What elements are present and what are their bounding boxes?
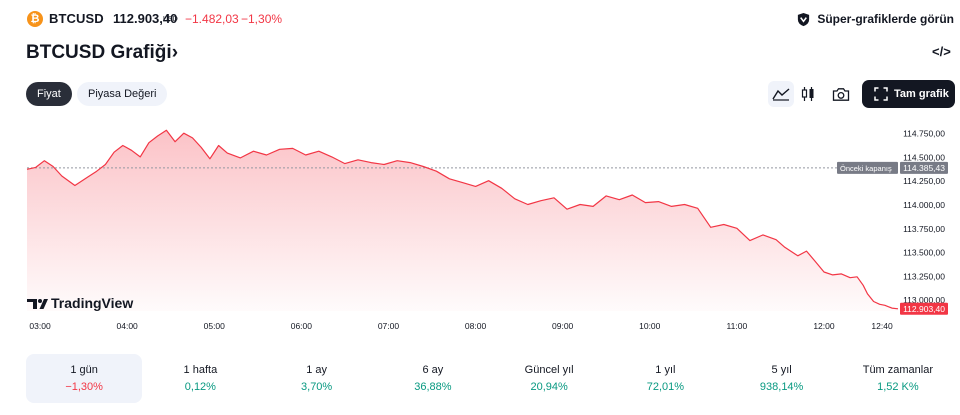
- period-change: 3,70%: [301, 381, 333, 393]
- current-price: 112.903,40: [113, 11, 178, 26]
- tradingview-logo-icon: [27, 299, 48, 309]
- y-tick-label: 114.500,00: [903, 152, 945, 162]
- x-tick-label: 03:00: [29, 321, 51, 331]
- previous-close-value-tag: [900, 161, 948, 174]
- x-tick-label: 12:00: [813, 321, 835, 331]
- period-label: 1 yıl: [655, 364, 676, 376]
- previous-close-value: 114.385,43: [903, 163, 945, 173]
- supercharts-logo-icon: [796, 12, 811, 27]
- period-change: 938,14%: [759, 381, 804, 393]
- currency-label: USD: [163, 16, 178, 23]
- super-charts-link[interactable]: Süper-grafiklerde görün: [796, 9, 954, 29]
- period-change: 20,94%: [530, 381, 568, 393]
- camera-icon: [832, 87, 850, 101]
- price-change: −1.482,03: [185, 12, 239, 26]
- last-price-label: 112.903,40: [903, 304, 945, 314]
- y-tick-label: 113.750,00: [903, 224, 945, 234]
- full-chart-button[interactable]: Tam grafik: [862, 80, 955, 108]
- x-tick-label: 10:00: [639, 321, 661, 331]
- period-label: 1 gün: [70, 364, 98, 376]
- x-tick-label: 08:00: [465, 321, 487, 331]
- period-label: 6 ay: [422, 364, 444, 376]
- period-1-month[interactable]: 1 ay 3,70%: [259, 354, 375, 403]
- y-tick-label: 113.000,00: [903, 295, 945, 305]
- period-change: 72,01%: [646, 381, 685, 393]
- y-tick-label: 113.500,00: [903, 248, 945, 258]
- period-label: 5 yıl: [771, 364, 792, 376]
- price-chart[interactable]: 114.750,00 114.500,00 114.250,00 114.000,00…: [0, 115, 960, 337]
- period-label: 1 hafta: [183, 364, 218, 376]
- candlestick-button[interactable]: [795, 81, 821, 107]
- period-label: Tüm zamanlar: [862, 364, 934, 376]
- x-tick-label: 05:00: [204, 321, 226, 331]
- y-tick-label: 114.250,00: [903, 176, 945, 186]
- symbol-header: ₿ BTCUSD 112.903,40 USD −1.482,03 −1,30%…: [0, 0, 960, 38]
- x-tick-label: 04:00: [117, 321, 139, 331]
- period-change: 1,52 K%: [877, 381, 919, 393]
- period-change: −1,30%: [65, 381, 103, 393]
- period-ytd[interactable]: Güncel yıl 20,94%: [491, 354, 607, 403]
- x-tick-label: 09:00: [552, 321, 574, 331]
- symbol-label[interactable]: BTCUSD: [49, 11, 104, 26]
- bitcoin-icon: ₿: [27, 11, 43, 27]
- previous-close-tag: [837, 161, 898, 174]
- tab-price[interactable]: Fiyat: [26, 82, 72, 106]
- period-change: 0,12%: [184, 381, 216, 393]
- candlestick-icon: [801, 87, 814, 101]
- period-change: 36,88%: [414, 381, 452, 393]
- period-label: 1 ay: [306, 364, 328, 376]
- period-label: Güncel yıl: [524, 364, 574, 376]
- last-price-tag: [900, 302, 948, 315]
- fullscreen-icon: [874, 87, 888, 101]
- full-chart-label: Tam grafik: [894, 88, 949, 100]
- embed-code-icon[interactable]: </>: [932, 44, 951, 59]
- price-series-line: [26, 129, 899, 310]
- tab-market-cap[interactable]: Piyasa Değeri: [77, 82, 168, 106]
- price-change-percent: −1,30%: [241, 12, 283, 26]
- period-all-time[interactable]: Tüm zamanlar 1,52 K%: [840, 354, 956, 403]
- x-tick-label: 07:00: [378, 321, 400, 331]
- previous-close-label: Önceki kapanış: [840, 164, 892, 173]
- page-title: BTCUSD Grafiği: [26, 42, 172, 63]
- period-selector: 1 gün −1,30% 1 hafta 0,12% 1 ay 3,70% 6 …: [26, 354, 956, 403]
- y-tick-label: 114.000,00: [903, 200, 945, 210]
- period-1-year[interactable]: 1 yıl 72,01%: [607, 354, 723, 403]
- tradingview-watermark[interactable]: TradingView: [27, 295, 133, 311]
- period-5-years[interactable]: 5 yıl 938,14%: [724, 354, 840, 403]
- x-tick-label: 12:40: [871, 321, 893, 331]
- period-1-week[interactable]: 1 hafta 0,12%: [142, 354, 258, 403]
- y-tick-label: 114.750,00: [903, 129, 945, 139]
- price-area-fill: [27, 130, 898, 311]
- period-1-day[interactable]: 1 gün −1,30%: [26, 354, 143, 403]
- tradingview-wordmark: TradingView: [51, 295, 133, 311]
- chevron-right-icon: ›: [171, 42, 179, 63]
- y-tick-label: 113.250,00: [903, 271, 945, 281]
- x-tick-label: 06:00: [291, 321, 313, 331]
- snapshot-button[interactable]: [828, 81, 854, 107]
- line-chart-icon: [772, 88, 790, 101]
- x-tick-label: 11:00: [727, 321, 748, 331]
- period-6-months[interactable]: 6 ay 36,88%: [375, 354, 491, 403]
- chart-title-link[interactable]: BTCUSD Grafiği›: [26, 42, 178, 64]
- line-chart-button[interactable]: [768, 81, 794, 107]
- super-charts-label: Süper-grafiklerde görün: [817, 12, 954, 26]
